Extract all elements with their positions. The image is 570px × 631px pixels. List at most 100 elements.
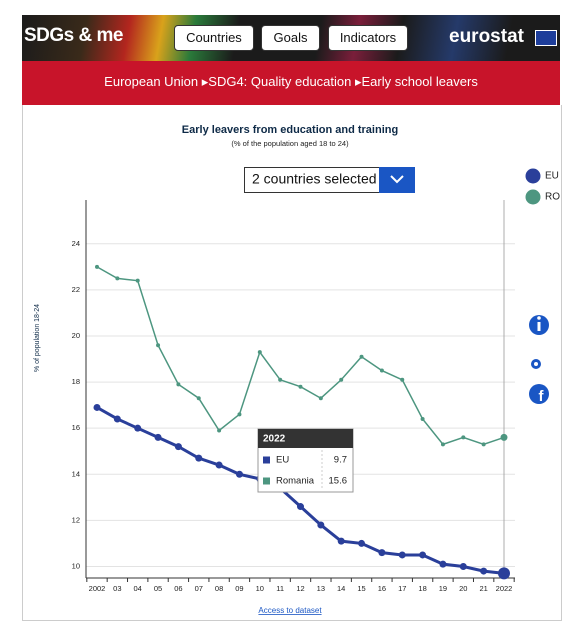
y-tick-label: 22 [72, 285, 80, 294]
chart-title: Early leavers from education and trainin… [182, 124, 398, 136]
data-point [235, 470, 243, 478]
data-point [135, 278, 140, 283]
y-axis-label: % of population 18-24 [34, 304, 41, 372]
nav-button[interactable]: Goals [261, 25, 320, 51]
data-point [379, 368, 384, 373]
y-tick-label: 18 [72, 377, 80, 386]
data-point [400, 377, 405, 382]
selector-button[interactable] [379, 167, 415, 193]
x-tick-label: 17 [398, 584, 406, 593]
x-tick-label: 09 [235, 584, 243, 593]
data-point [93, 403, 101, 411]
data-point [237, 412, 242, 417]
x-tick-label: 07 [195, 584, 203, 593]
y-tick-label: 24 [72, 239, 80, 248]
data-point [257, 350, 262, 355]
data-point [95, 264, 99, 269]
x-tick-label: 06 [174, 584, 182, 593]
y-tick-label: 16 [72, 423, 80, 432]
data-point [498, 567, 510, 580]
x-tick-label: 15 [357, 584, 365, 593]
data-point [481, 442, 486, 447]
nav-button[interactable]: Indicators [328, 25, 408, 51]
tooltip-value: 9.7 [334, 455, 347, 466]
data-point [461, 435, 466, 440]
data-point [378, 549, 386, 557]
y-tick-label: 14 [72, 469, 80, 478]
legend-label: RO [545, 192, 560, 203]
tooltip-value: 15.6 [329, 476, 348, 487]
tooltip-series: EU [276, 455, 289, 466]
data-point [339, 377, 344, 382]
nav-button[interactable]: Countries [174, 25, 254, 51]
x-tick-label: 12 [296, 584, 304, 593]
x-tick-label: 04 [134, 584, 142, 593]
data-point [419, 551, 427, 559]
x-tick-label: 13 [317, 584, 325, 593]
share-glyph [534, 362, 538, 366]
x-tick-label: 19 [439, 584, 447, 593]
data-point [196, 396, 201, 401]
x-tick-label: 05 [154, 584, 162, 593]
selector-text: 2 countries selected [252, 171, 377, 187]
x-tick-label: 10 [256, 584, 264, 593]
tooltip: 2022 EU 9.7 Romania 15.6 [257, 428, 354, 493]
data-point [358, 539, 366, 547]
x-tick-label: 14 [337, 584, 345, 593]
crumb[interactable]: Early school leavers [361, 74, 478, 89]
x-tick-label: 18 [418, 584, 426, 593]
data-point [134, 424, 142, 432]
data-point [297, 503, 304, 511]
tooltip-header [258, 429, 353, 448]
chevron [390, 175, 404, 184]
data-point [217, 428, 222, 433]
data-point [500, 433, 508, 441]
data-point [420, 416, 425, 421]
content-frame [22, 105, 562, 621]
y-tick-label: 10 [72, 561, 80, 570]
tooltip-swatch [263, 456, 270, 464]
data-point [176, 382, 181, 387]
data-point [195, 454, 203, 462]
data-point [317, 521, 325, 529]
data-point [115, 276, 120, 281]
data-point [318, 396, 323, 401]
brand[interactable]: eurostat [449, 26, 524, 47]
x-tick-label: 21 [479, 584, 487, 593]
data-point [459, 562, 467, 570]
chart-subtitle: (% of the population aged 18 to 24) [231, 139, 349, 148]
dataset-link[interactable]: Access to dataset [258, 606, 322, 615]
x-tick-label: 20 [459, 584, 467, 593]
crumb[interactable]: SDG4: Quality education [208, 74, 352, 89]
x-tick-label: 11 [276, 584, 284, 593]
legend-marker [525, 189, 541, 205]
data-point [154, 433, 162, 441]
data-point [298, 384, 303, 389]
eu-flag [535, 30, 557, 46]
facebook-icon[interactable] [529, 384, 549, 404]
data-point [359, 354, 364, 359]
y-tick-label: 12 [72, 515, 80, 524]
data-point [156, 343, 161, 348]
data-point [439, 560, 447, 568]
x-tick-label: 08 [215, 584, 223, 593]
crumb[interactable]: European Union [104, 74, 199, 89]
x-tick-label: 16 [378, 584, 386, 593]
tooltip-swatch [263, 477, 270, 485]
x-tick-label: 2002 [89, 584, 106, 593]
data-point [174, 443, 182, 451]
breadcrumb: European Union ▸SDG4: Quality education … [22, 61, 560, 105]
logo[interactable]: SDGs & me [24, 25, 123, 46]
data-point [337, 537, 345, 545]
data-point [480, 567, 488, 575]
legend-marker [525, 168, 541, 184]
data-point [215, 461, 223, 469]
x-tick-label: 2022 [496, 584, 513, 593]
data-point [398, 551, 406, 559]
tooltip-title: 2022 [263, 434, 286, 445]
series-line [96, 266, 505, 446]
y-tick-label: 20 [72, 331, 80, 340]
legend-label: EU [545, 171, 559, 182]
info-glyph [537, 322, 541, 331]
